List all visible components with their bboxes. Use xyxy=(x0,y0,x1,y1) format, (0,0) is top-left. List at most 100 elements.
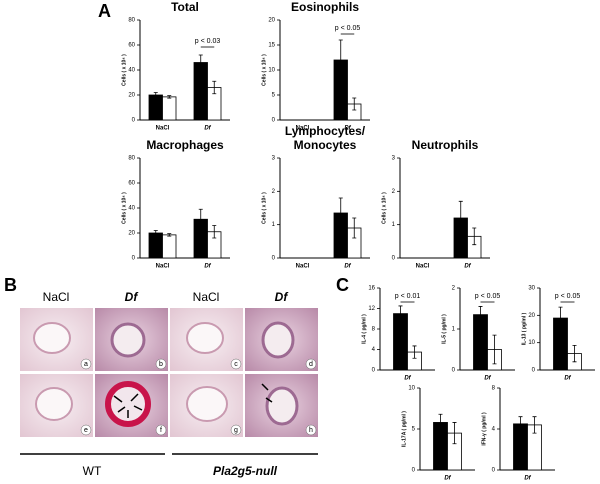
error-bar xyxy=(198,54,203,71)
y-tick-label: 3 xyxy=(272,156,276,162)
y-tick-label: 16 xyxy=(368,286,375,292)
error-bar xyxy=(452,422,457,445)
y-axis-label: Cells ( x 10⁴ ) xyxy=(381,192,387,224)
y-tick-label: 0 xyxy=(272,118,276,124)
error-bar xyxy=(167,95,172,99)
chart-title: Neutrophils xyxy=(411,138,479,152)
bar xyxy=(162,96,177,121)
x-tick-label: NaCl xyxy=(156,264,170,270)
annotation: p < 0.01 xyxy=(395,293,421,300)
y-tick-label: 20 xyxy=(128,93,135,99)
y-tick-label: 0 xyxy=(392,256,396,262)
y-tick-label: 20 xyxy=(268,18,275,24)
y-tick-label: 60 xyxy=(128,181,135,187)
y-tick-label: 2 xyxy=(392,189,396,195)
y-axis-label: Cells ( x 10⁴ ) xyxy=(121,192,127,224)
image-letter: c xyxy=(234,361,238,368)
image-letter-badge xyxy=(155,424,167,436)
error-bar xyxy=(518,416,523,432)
y-tick-label: 0 xyxy=(132,118,136,124)
error-bar xyxy=(532,416,537,434)
y-tick-label: 40 xyxy=(128,68,135,74)
y-tick-label: 20 xyxy=(128,231,135,237)
y-tick-label: 80 xyxy=(128,156,135,162)
y-axis-label: Cells ( x 10⁴ ) xyxy=(261,192,267,224)
error-bar xyxy=(212,80,217,95)
x-tick-label: NaCl xyxy=(416,264,430,270)
y-tick-label: 8 xyxy=(372,327,376,333)
y-tick-label: 40 xyxy=(128,206,135,212)
error-bar xyxy=(572,345,577,363)
annotation: p < 0.05 xyxy=(475,293,501,300)
error-bar xyxy=(472,227,477,246)
image-letter: b xyxy=(159,361,163,368)
x-tick-label: Df xyxy=(484,376,491,382)
error-bar xyxy=(153,92,158,98)
panel-label: A xyxy=(98,1,111,21)
image-letter: d xyxy=(309,361,313,368)
error-bar xyxy=(458,200,463,236)
error-bar xyxy=(338,197,343,229)
column-label: Df xyxy=(275,290,289,304)
y-tick-label: 12 xyxy=(368,306,375,312)
column-label: NaCl xyxy=(193,290,220,304)
y-tick-label: 80 xyxy=(128,18,135,24)
y-axis-label: IL-17A ( pg/ml ) xyxy=(401,411,407,447)
x-tick-label: Df xyxy=(564,376,571,382)
y-axis-label: IL-5 ( pg/ml ) xyxy=(441,314,447,344)
y-tick-label: 30 xyxy=(528,286,535,292)
y-axis-label: IL-13 ( pg/ml ) xyxy=(521,312,527,345)
image-letter: f xyxy=(160,427,162,434)
histology-grid xyxy=(20,308,318,455)
x-tick-label: NaCl xyxy=(296,264,310,270)
error-bar xyxy=(167,233,172,237)
y-tick-label: 5 xyxy=(412,427,416,433)
image-letter-badge xyxy=(155,358,167,370)
y-axis-label: IFN-γ ( pg/ml ) xyxy=(481,412,487,446)
error-bar xyxy=(338,39,343,81)
chart-title: Total xyxy=(171,0,199,14)
chart-title: Lymphocytes/ Monocytes xyxy=(284,124,366,152)
y-tick-label: 2 xyxy=(452,286,456,292)
chart-title: Macrophages xyxy=(146,138,224,152)
y-axis-label: Cells ( x 10⁴ ) xyxy=(261,54,267,86)
bar xyxy=(393,313,408,371)
error-bar xyxy=(352,97,357,111)
y-tick-label: 0 xyxy=(532,368,536,374)
y-tick-label: 5 xyxy=(272,93,276,99)
y-tick-label: 4 xyxy=(492,427,496,433)
image-letter-badge xyxy=(80,424,92,436)
y-tick-label: 1 xyxy=(452,327,456,333)
image-letter-badge xyxy=(230,358,242,370)
y-axis-label: IL-4 ( pg/ml ) xyxy=(361,314,367,344)
y-tick-label: 0 xyxy=(372,368,376,374)
column-label: NaCl xyxy=(43,290,70,304)
y-tick-label: 10 xyxy=(268,68,275,74)
image-letter: g xyxy=(234,427,238,434)
image-letter-badge xyxy=(305,424,317,436)
y-tick-label: 0 xyxy=(412,468,416,474)
x-tick-label: Df xyxy=(204,264,211,270)
error-bar xyxy=(558,306,563,330)
error-bar xyxy=(492,334,497,365)
column-label: Df xyxy=(125,290,139,304)
x-tick-label: NaCl xyxy=(156,126,170,132)
y-tick-label: 2 xyxy=(272,189,276,195)
annotation: p < 0.05 xyxy=(555,293,581,300)
y-tick-label: 60 xyxy=(128,43,135,49)
y-tick-label: 10 xyxy=(528,340,535,346)
y-tick-label: 0 xyxy=(272,256,276,262)
bar xyxy=(193,62,208,121)
y-tick-label: 10 xyxy=(408,386,415,392)
image-letter: e xyxy=(84,427,88,434)
y-axis-label: Cells ( x 10⁴ ) xyxy=(121,54,127,86)
error-bar xyxy=(212,225,217,239)
panel-label: C xyxy=(336,275,349,295)
annotation: p < 0.03 xyxy=(195,38,221,45)
error-bar xyxy=(412,345,417,359)
bar xyxy=(148,232,163,259)
x-tick-label: Df xyxy=(344,264,351,270)
group-label: WT xyxy=(83,464,102,478)
y-tick-label: 4 xyxy=(372,347,376,353)
